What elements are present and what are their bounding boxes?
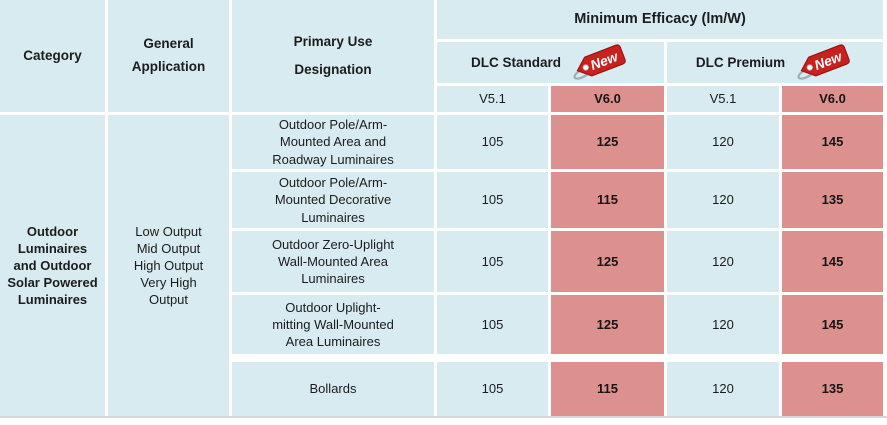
section-divider [232,357,883,359]
tag-shape [576,43,626,77]
value-premium-v51: 120 [667,362,779,416]
value-standard-v51: 105 [437,115,548,169]
value-premium-v51: 120 [667,115,779,169]
value-standard-v60: 115 [551,362,664,416]
dlc-standard-label: DLC Standard [470,54,561,70]
column-header-general-application: General Application [108,0,229,112]
value-premium-v51: 120 [667,295,779,354]
table-title-minimum-efficacy: Minimum Efficacy (lm/W) [437,0,883,39]
new-tag-icon: New [573,43,626,80]
new-tag-icon: New [797,43,850,80]
value-premium-v60: 145 [782,115,883,169]
primary-use-cell: Bollards [232,362,434,416]
general-application-cell: Low Output Mid Output High Output Very H… [108,115,229,416]
category-cell: Outdoor Luminaires and Outdoor Solar Pow… [0,115,105,416]
primary-use-cell: Outdoor Pole/Arm- Mounted Area and Roadw… [232,115,434,169]
version-header-standard-v60: V6.0 [551,86,664,112]
value-standard-v60: 125 [551,295,664,354]
version-header-premium-v51: V5.1 [667,86,779,112]
dlc-premium-label: DLC Premium [695,54,786,70]
value-standard-v60: 115 [551,172,664,228]
value-premium-v51: 120 [667,172,779,228]
version-header-premium-v60: V6.0 [782,86,883,112]
tag-hole [582,63,589,71]
value-premium-v51: 120 [667,231,779,292]
value-standard-v51: 105 [437,295,548,354]
value-premium-v60: 145 [782,231,883,292]
value-standard-v60: 125 [551,231,664,292]
value-standard-v60: 125 [551,115,664,169]
value-standard-v51: 105 [437,172,548,228]
column-header-category: Category [0,0,105,112]
tag-hole [806,63,813,71]
value-standard-v51: 105 [437,231,548,292]
value-premium-v60: 135 [782,172,883,228]
tag-shape [800,43,850,77]
primary-use-cell: Outdoor Uplight- mitting Wall-Mounted Ar… [232,295,434,354]
value-premium-v60: 135 [782,362,883,416]
group-header-dlc-standard: DLC Standard New [437,42,664,83]
value-standard-v51: 105 [437,362,548,416]
primary-use-cell: Outdoor Zero-Uplight Wall-Mounted Area L… [232,231,434,292]
group-header-dlc-premium: DLC Premium New [667,42,883,83]
primary-use-cell: Outdoor Pole/Arm- Mounted Decorative Lum… [232,172,434,228]
column-header-primary-use-designation: Primary Use Designation [232,0,434,112]
version-header-standard-v51: V5.1 [437,86,548,112]
value-premium-v60: 145 [782,295,883,354]
